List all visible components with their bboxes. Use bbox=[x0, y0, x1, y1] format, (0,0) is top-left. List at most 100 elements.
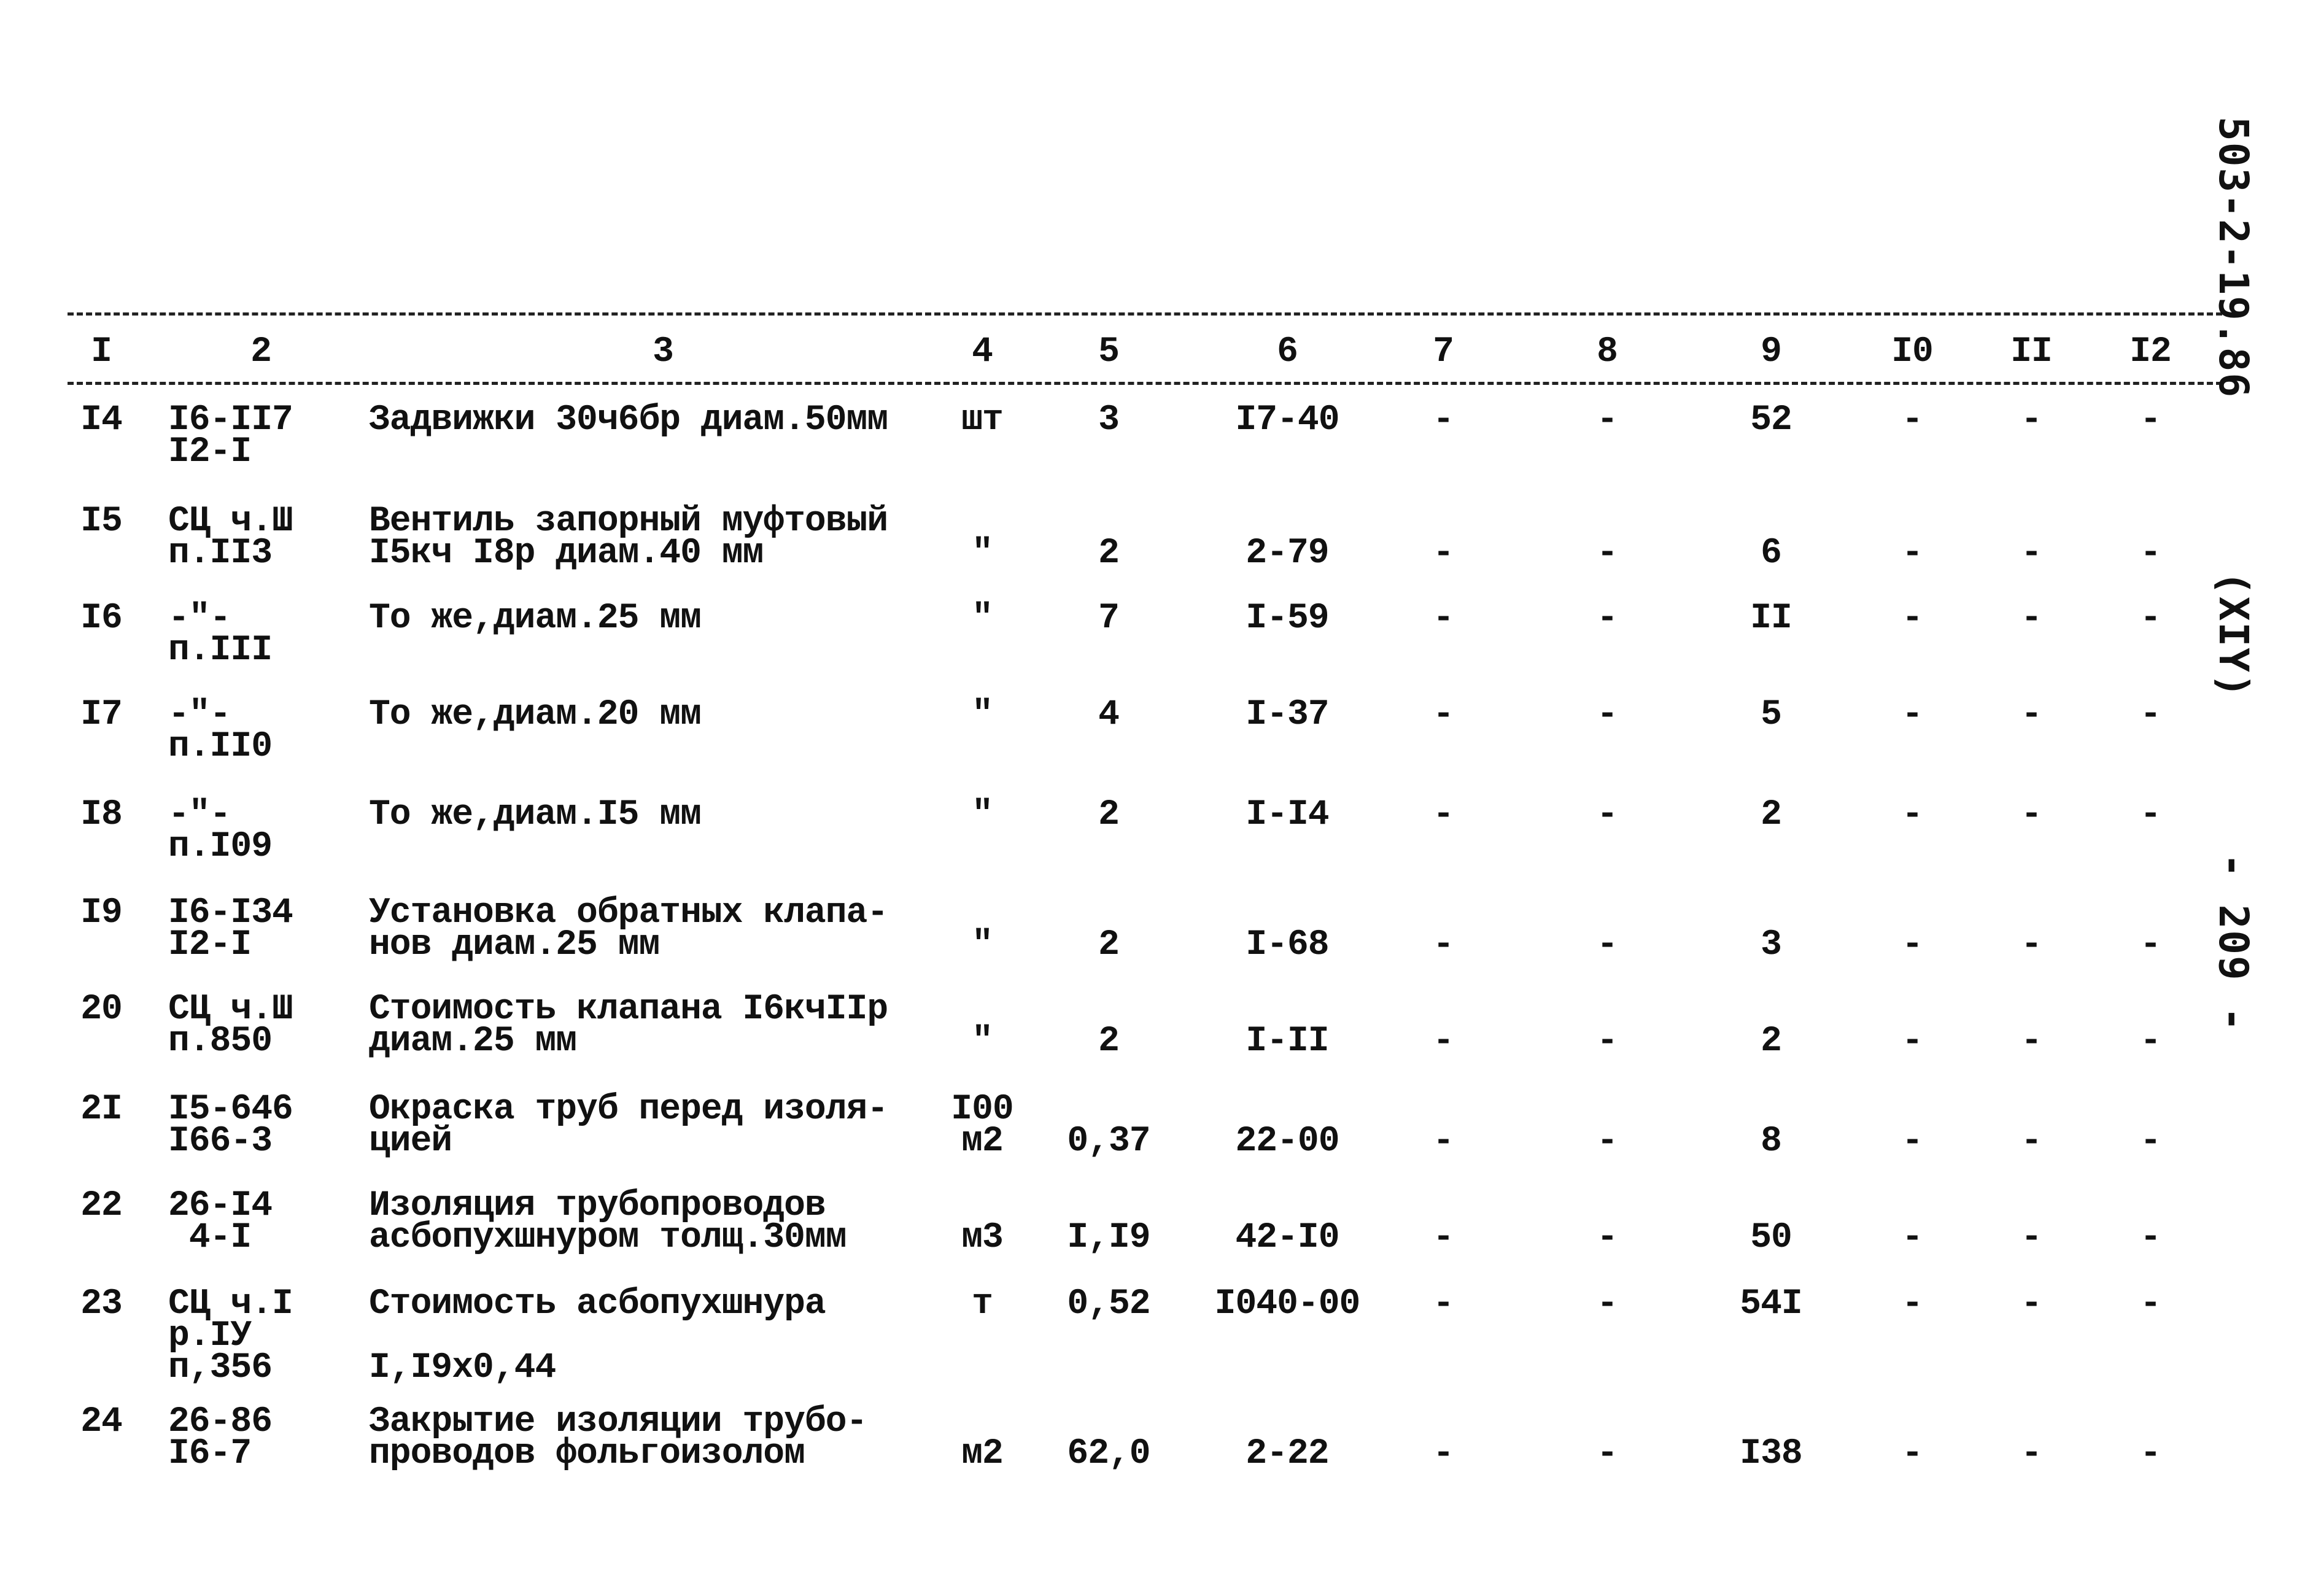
col-12: - bbox=[2140, 925, 2161, 965]
unit: I00 м2 bbox=[951, 1090, 1013, 1161]
col-10: - bbox=[1902, 695, 1923, 735]
col-8: - bbox=[1597, 598, 1618, 638]
col-10: - bbox=[1902, 400, 1923, 440]
quantity: I,I9 bbox=[1067, 1218, 1150, 1258]
unit-price: I-68 bbox=[1246, 925, 1329, 965]
row-number: I9 bbox=[80, 893, 123, 933]
row-number: I8 bbox=[80, 795, 123, 835]
quantity: 62,0 bbox=[1067, 1434, 1150, 1474]
column-header-1: I bbox=[91, 332, 112, 372]
col-12: - bbox=[2140, 695, 2161, 735]
col-8: - bbox=[1597, 925, 1618, 965]
col-10: - bbox=[1902, 1121, 1923, 1161]
col-8: - bbox=[1597, 533, 1618, 573]
unit-price: 2-79 bbox=[1246, 533, 1329, 573]
col-10: - bbox=[1902, 1021, 1923, 1061]
work-description: Закрытие изоляции трубо- проводов фольго… bbox=[369, 1402, 867, 1474]
col-10: - bbox=[1902, 925, 1923, 965]
norm-reference: -"- п.III bbox=[168, 598, 273, 670]
unit: " bbox=[972, 1021, 993, 1061]
col-7: - bbox=[1433, 1284, 1454, 1324]
col-11: - bbox=[2021, 400, 2042, 440]
row-number: I4 bbox=[80, 400, 123, 440]
work-description: Изоляция трубопроводов асбопухшнуром тол… bbox=[369, 1186, 847, 1258]
album-number: (XIY) bbox=[2210, 571, 2257, 699]
col-7: - bbox=[1433, 598, 1454, 638]
row-number: I7 bbox=[80, 695, 123, 735]
col-11: - bbox=[2021, 533, 2042, 573]
document-code: 503-2-19.86 bbox=[2210, 117, 2257, 399]
work-description: Задвижки 30ч6бр диам.50мм bbox=[369, 400, 888, 440]
col-10: - bbox=[1902, 1434, 1923, 1474]
work-description: Окраска труб перед изоля- цией bbox=[369, 1090, 888, 1161]
total: 6 bbox=[1761, 533, 1782, 573]
work-description: Стоимость асбопухшнура I,I9x0,44 bbox=[369, 1284, 826, 1388]
unit: м2 bbox=[961, 1434, 1004, 1474]
col-8: - bbox=[1597, 1284, 1618, 1324]
quantity: 0,52 bbox=[1067, 1284, 1150, 1324]
quantity: 2 bbox=[1098, 533, 1120, 573]
norm-reference: СЦ ч.I р.IУ п,356 bbox=[168, 1284, 293, 1388]
norm-reference: I5-646 I66-3 bbox=[168, 1090, 293, 1161]
row-number: 20 bbox=[80, 990, 123, 1029]
col-12: - bbox=[2140, 1284, 2161, 1324]
unit-price: I-37 bbox=[1246, 695, 1329, 735]
col-11: - bbox=[2021, 1218, 2042, 1258]
column-header-2: 2 bbox=[250, 332, 272, 372]
unit-price: I-59 bbox=[1246, 598, 1329, 638]
quantity: 3 bbox=[1098, 400, 1120, 440]
unit-price: 22-00 bbox=[1235, 1121, 1339, 1161]
column-header-3: 3 bbox=[653, 332, 674, 372]
work-description: То же,диам.20 мм bbox=[369, 695, 702, 735]
col-11: - bbox=[2021, 1284, 2042, 1324]
unit: шт bbox=[961, 400, 1004, 440]
col-11: - bbox=[2021, 1121, 2042, 1161]
column-header-5: 5 bbox=[1098, 332, 1120, 372]
header-top-rule bbox=[68, 312, 2222, 316]
unit: " bbox=[972, 598, 993, 638]
col-8: - bbox=[1597, 1021, 1618, 1061]
row-number: 2I bbox=[80, 1090, 123, 1129]
unit-price: 2-22 bbox=[1246, 1434, 1329, 1474]
quantity: 7 bbox=[1098, 598, 1120, 638]
col-12: - bbox=[2140, 533, 2161, 573]
col-12: - bbox=[2140, 1021, 2161, 1061]
column-header-12: I2 bbox=[2129, 332, 2172, 372]
work-description: То же,диам.25 мм bbox=[369, 598, 702, 638]
col-11: - bbox=[2021, 598, 2042, 638]
row-number: 23 bbox=[80, 1284, 123, 1324]
quantity: 2 bbox=[1098, 795, 1120, 835]
column-header-7: 7 bbox=[1433, 332, 1454, 372]
column-header-8: 8 bbox=[1597, 332, 1618, 372]
total: 52 bbox=[1750, 400, 1792, 440]
unit: " bbox=[972, 695, 993, 735]
col-7: - bbox=[1433, 400, 1454, 440]
column-header-10: I0 bbox=[1891, 332, 1934, 372]
unit-price: I7-40 bbox=[1235, 400, 1339, 440]
total: 2 bbox=[1761, 795, 1782, 835]
unit-price: I-II bbox=[1246, 1021, 1329, 1061]
norm-reference: -"- п.I09 bbox=[168, 795, 273, 867]
col-8: - bbox=[1597, 795, 1618, 835]
col-11: - bbox=[2021, 695, 2042, 735]
row-number: I5 bbox=[80, 502, 123, 541]
norm-reference: 26-I4 4-I bbox=[168, 1186, 273, 1258]
work-description: То же,диам.I5 мм bbox=[369, 795, 702, 835]
header-bottom-rule bbox=[68, 382, 2222, 385]
col-7: - bbox=[1433, 1218, 1454, 1258]
work-description: Установка обратных клапа- нов диам.25 мм bbox=[369, 893, 888, 965]
col-7: - bbox=[1433, 533, 1454, 573]
col-8: - bbox=[1597, 1434, 1618, 1474]
work-description: Вентиль запорный муфтовый I5кч I8р диам.… bbox=[369, 502, 888, 573]
col-8: - bbox=[1597, 1218, 1618, 1258]
unit: " bbox=[972, 925, 993, 965]
col-7: - bbox=[1433, 925, 1454, 965]
col-12: - bbox=[2140, 598, 2161, 638]
col-12: - bbox=[2140, 1434, 2161, 1474]
row-number: 24 bbox=[80, 1402, 123, 1442]
col-7: - bbox=[1433, 695, 1454, 735]
work-description: Стоимость клапана I6кчIIр диам.25 мм bbox=[369, 990, 888, 1061]
col-7: - bbox=[1433, 1121, 1454, 1161]
col-7: - bbox=[1433, 1021, 1454, 1061]
page-number: - 209 - bbox=[2210, 853, 2257, 1033]
